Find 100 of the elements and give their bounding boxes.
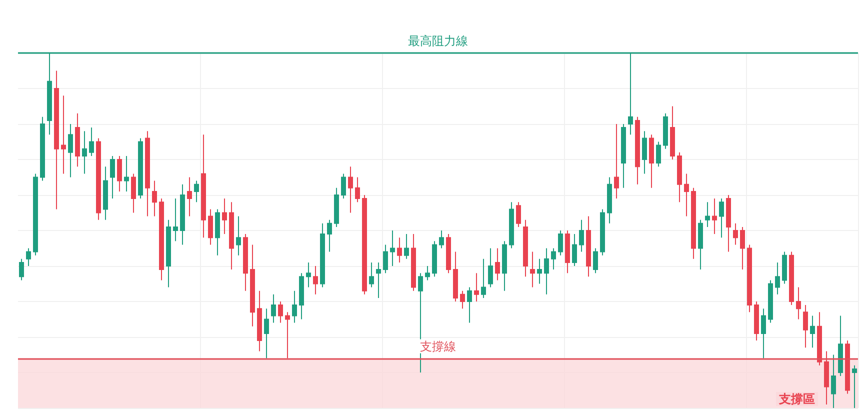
candlestick <box>208 208 213 246</box>
candlestick <box>712 198 717 235</box>
candlestick <box>635 116 640 185</box>
candlestick <box>383 244 388 274</box>
candlestick <box>530 251 535 288</box>
candlestick <box>138 138 143 200</box>
candlestick <box>250 244 255 327</box>
candlestick <box>68 124 73 178</box>
candlestick <box>733 222 738 246</box>
candlestick <box>292 290 297 324</box>
candlestick <box>362 194 367 295</box>
candlestick <box>740 226 745 270</box>
candlestick <box>26 248 31 266</box>
candlestick <box>341 173 346 200</box>
candlestick <box>817 312 822 366</box>
ref-line-label: 最高阻力線 <box>408 34 468 48</box>
candlestick <box>404 234 409 260</box>
candlestick <box>656 141 661 168</box>
candlestick <box>390 230 395 266</box>
candlestick <box>754 301 759 342</box>
candlestick <box>719 198 724 238</box>
candlestick <box>593 248 598 274</box>
candlestick <box>677 152 682 203</box>
candlestick <box>495 248 500 281</box>
candlestick <box>173 198 178 242</box>
candlestick <box>572 234 577 266</box>
candlestick <box>642 130 647 174</box>
candlestick <box>537 258 542 284</box>
candlestick <box>796 286 801 320</box>
candlestick <box>89 127 94 156</box>
candlestick <box>803 304 808 348</box>
candlestick <box>558 230 563 256</box>
candlestick <box>75 112 80 168</box>
candlestick <box>334 187 339 228</box>
candlestick <box>355 176 360 203</box>
candlestick <box>614 124 619 200</box>
candlestick <box>40 116 45 182</box>
candlestick <box>789 251 794 306</box>
ref-line-label: 支撐線 <box>420 339 456 354</box>
candlestick <box>838 315 843 377</box>
candlestick <box>474 272 479 302</box>
candlestick <box>551 248 556 270</box>
candlestick <box>257 290 262 352</box>
candlestick <box>432 240 437 278</box>
candlestick <box>306 262 311 288</box>
candlestick <box>236 216 241 256</box>
candlestick <box>684 173 689 217</box>
candlestick <box>439 230 444 249</box>
candlestick <box>663 112 668 150</box>
candlestick <box>264 308 269 359</box>
candlestick <box>600 208 605 256</box>
candlestick <box>810 315 815 348</box>
candlestick <box>516 202 521 228</box>
candlestick <box>481 258 486 298</box>
candlestick <box>502 240 507 292</box>
candlestick <box>348 166 353 214</box>
candlestick <box>33 173 38 256</box>
candlestick <box>19 258 24 281</box>
candlestick <box>523 219 528 278</box>
candlestick <box>201 134 206 238</box>
candlestick <box>243 234 248 292</box>
candlestick <box>159 198 164 281</box>
candlestick <box>698 219 703 270</box>
candlestick <box>460 290 465 310</box>
candlestick <box>96 138 101 220</box>
candlestick <box>586 216 591 278</box>
candlestick <box>215 208 220 256</box>
candlestick <box>845 340 850 394</box>
candlestick <box>831 354 836 408</box>
candlestick <box>271 294 276 324</box>
candlestick <box>782 251 787 284</box>
candlestick <box>103 166 108 220</box>
candlestick <box>607 176 612 224</box>
candlestick <box>453 251 458 302</box>
candlestick <box>299 272 304 320</box>
candlestick <box>670 106 675 160</box>
candlestick <box>691 187 696 260</box>
candlestick <box>376 262 381 298</box>
band-label: 支撐區 <box>778 392 815 406</box>
candlestick <box>222 198 227 235</box>
candlestick <box>82 130 87 174</box>
candlestick <box>278 301 283 324</box>
candlestick <box>152 180 157 217</box>
candlestick <box>369 262 374 288</box>
candlestick <box>649 134 654 188</box>
candlestick <box>397 237 402 263</box>
candlestick <box>54 70 59 210</box>
candlestick <box>488 248 493 288</box>
candlestick <box>187 176 192 217</box>
candlestick <box>131 173 136 214</box>
candlestick <box>180 184 185 246</box>
candlestick <box>775 262 780 295</box>
candlestick <box>509 202 514 249</box>
candlestick <box>579 219 584 252</box>
candlestick <box>117 155 122 192</box>
candlestick <box>124 155 129 192</box>
candlestick <box>726 194 731 252</box>
candlestick <box>747 244 752 313</box>
candlestick <box>824 350 829 405</box>
candlestick <box>229 202 234 270</box>
